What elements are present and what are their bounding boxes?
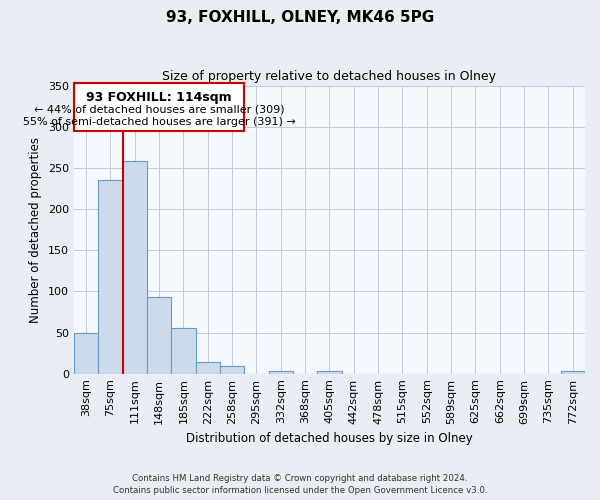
- Text: 55% of semi-detached houses are larger (391) →: 55% of semi-detached houses are larger (…: [23, 117, 295, 127]
- Bar: [74, 332, 98, 374]
- Bar: [98, 180, 122, 374]
- Y-axis label: Number of detached properties: Number of detached properties: [29, 136, 43, 322]
- Bar: [269, 371, 293, 374]
- FancyBboxPatch shape: [74, 83, 244, 131]
- Text: ← 44% of detached houses are smaller (309): ← 44% of detached houses are smaller (30…: [34, 104, 284, 115]
- X-axis label: Distribution of detached houses by size in Olney: Distribution of detached houses by size …: [186, 432, 473, 445]
- Title: Size of property relative to detached houses in Olney: Size of property relative to detached ho…: [163, 70, 496, 83]
- Text: Contains HM Land Registry data © Crown copyright and database right 2024.
Contai: Contains HM Land Registry data © Crown c…: [113, 474, 487, 495]
- Text: 93, FOXHILL, OLNEY, MK46 5PG: 93, FOXHILL, OLNEY, MK46 5PG: [166, 10, 434, 25]
- Bar: [220, 366, 244, 374]
- Bar: [560, 371, 585, 374]
- Text: 93 FOXHILL: 114sqm: 93 FOXHILL: 114sqm: [86, 92, 232, 104]
- Bar: [196, 362, 220, 374]
- Bar: [171, 328, 196, 374]
- Bar: [317, 371, 341, 374]
- Bar: [147, 297, 171, 374]
- Bar: [122, 162, 147, 374]
